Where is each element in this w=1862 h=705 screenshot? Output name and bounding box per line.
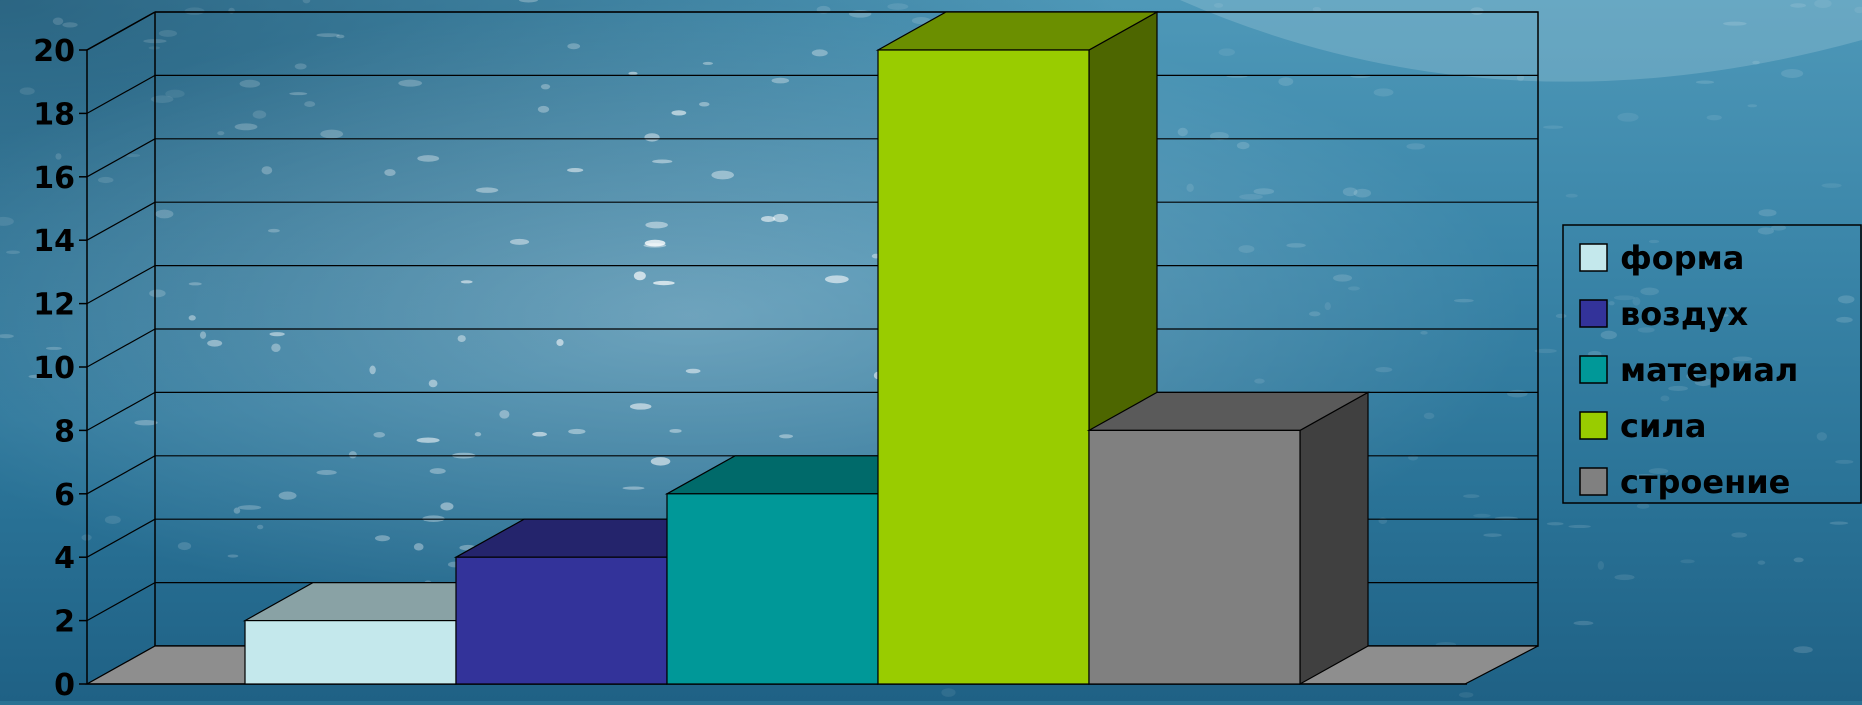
bar-front <box>877 49 1090 685</box>
y-tick-label: 18 <box>33 97 75 132</box>
legend-swatch <box>1579 243 1608 272</box>
gridline <box>86 74 1538 114</box>
y-tick-label: 8 <box>54 414 75 449</box>
y-tick-label: 0 <box>54 668 75 701</box>
legend-item: строение <box>1579 463 1790 501</box>
bar-front <box>1088 429 1301 685</box>
y-tick-label: 14 <box>33 224 75 259</box>
y-tick-label: 4 <box>54 541 75 576</box>
legend-label: воздух <box>1620 295 1749 333</box>
bars <box>242 10 1371 686</box>
y-tick-label: 10 <box>33 351 75 386</box>
y-tick-label: 2 <box>54 605 75 640</box>
legend-label: сила <box>1620 407 1706 445</box>
y-tick-label: 20 <box>33 34 75 69</box>
legend-item: форма <box>1579 239 1744 277</box>
gridline <box>86 11 1538 51</box>
bar <box>1086 391 1371 686</box>
legend-label: строение <box>1620 463 1790 501</box>
legend-item: сила <box>1579 407 1706 445</box>
bar-side <box>1299 391 1369 686</box>
y-tick-label: 12 <box>33 288 75 323</box>
bar-front <box>244 619 457 685</box>
legend-box <box>1562 224 1862 504</box>
legend-label: материал <box>1620 351 1798 389</box>
bar-front <box>455 556 668 685</box>
legend-item: материал <box>1579 351 1798 389</box>
legend-item: воздух <box>1579 295 1749 333</box>
y-tick-label: 16 <box>33 161 75 196</box>
gridline <box>86 265 1538 305</box>
legend-swatch <box>1579 299 1608 328</box>
gridline <box>86 138 1538 178</box>
legend-label: форма <box>1620 239 1744 277</box>
bar-front <box>666 493 879 685</box>
legend-swatch <box>1579 467 1608 496</box>
gridline <box>86 328 1538 368</box>
gridline <box>86 201 1538 241</box>
legend: форма воздух материал сила строение <box>1562 224 1862 504</box>
legend-swatch <box>1579 411 1608 440</box>
legend-swatch <box>1579 355 1608 384</box>
y-tick-label: 6 <box>54 478 75 513</box>
bar <box>875 10 1160 686</box>
